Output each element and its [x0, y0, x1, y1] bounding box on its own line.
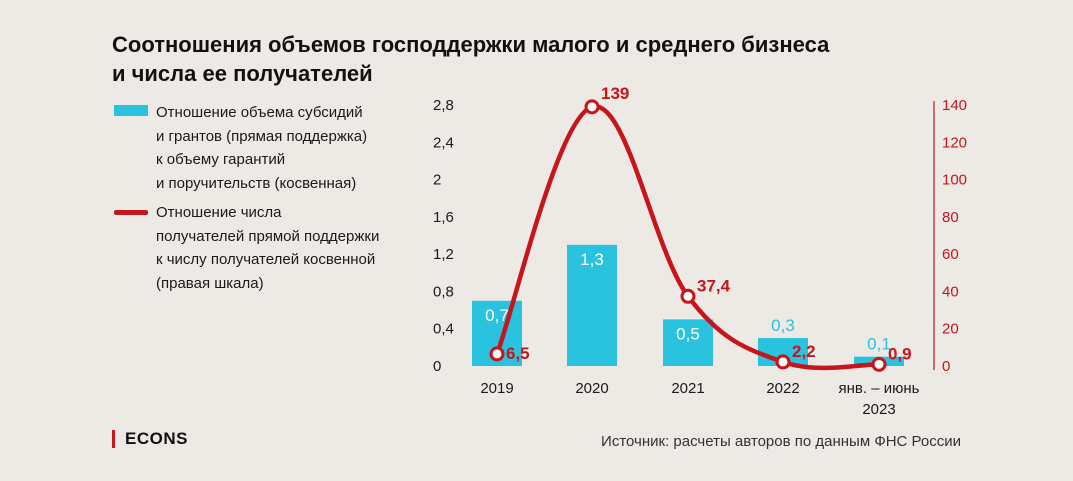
chart-title: Соотношения объемов господдержки малого … — [112, 32, 830, 86]
left-tick-label: 2 — [433, 172, 441, 189]
source-note: Источник: расчеты авторов по данным ФНС … — [601, 433, 961, 450]
bar-value-label: 0,5 — [676, 324, 700, 343]
right-tick-label: 140 — [942, 97, 967, 114]
bar-value-label: 0,7 — [485, 306, 509, 325]
left-tick-label: 2,8 — [433, 97, 454, 114]
bar-value-label: 0,3 — [771, 316, 795, 335]
legend-bar-swatch — [114, 105, 148, 116]
bar-value-label: 1,3 — [580, 250, 604, 269]
legend-line-swatch — [114, 210, 148, 215]
bar-value-label: 0,1 — [867, 335, 891, 354]
right-tick-label: 0 — [942, 358, 950, 375]
right-tick-label: 100 — [942, 172, 967, 189]
x-tick-label: 2021 — [671, 380, 704, 397]
line-value-label: 139 — [601, 84, 629, 103]
right-tick-label: 120 — [942, 134, 967, 151]
left-tick-label: 1,6 — [433, 209, 454, 226]
left-tick-label: 0,8 — [433, 283, 454, 300]
line-point — [680, 288, 696, 304]
line-value-label: 37,4 — [697, 276, 731, 295]
x-tick-label: 2023 — [862, 401, 895, 418]
left-tick-label: 0 — [433, 358, 441, 375]
line-point — [775, 354, 791, 370]
line-point — [584, 99, 600, 115]
legend-bar-text: Отношение объема субсидий и грантов (пря… — [156, 104, 368, 192]
line-value-label: 0,9 — [888, 344, 912, 363]
right-tick-label: 60 — [942, 246, 959, 263]
left-tick-label: 1,2 — [433, 246, 454, 263]
left-tick-label: 2,4 — [433, 134, 454, 151]
line-point — [871, 356, 887, 372]
left-tick-label: 0,4 — [433, 321, 454, 338]
right-tick-label: 40 — [942, 283, 959, 300]
line-value-label: 2,2 — [792, 342, 816, 361]
line-value-label: 6,5 — [506, 344, 530, 363]
bar — [663, 319, 713, 366]
x-tick-label: 2020 — [575, 380, 608, 397]
right-tick-label: 20 — [942, 321, 959, 338]
x-tick-label: 2019 — [480, 380, 513, 397]
right-tick-label: 80 — [942, 209, 959, 226]
x-tick-label: 2022 — [766, 380, 799, 397]
x-tick-label: янв. – июнь — [839, 380, 920, 397]
bar — [567, 244, 617, 366]
econs-logo: ECONS — [112, 430, 188, 448]
line-point — [489, 346, 505, 362]
legend-line-text: Отношение числа получателей прямой подде… — [156, 204, 380, 292]
